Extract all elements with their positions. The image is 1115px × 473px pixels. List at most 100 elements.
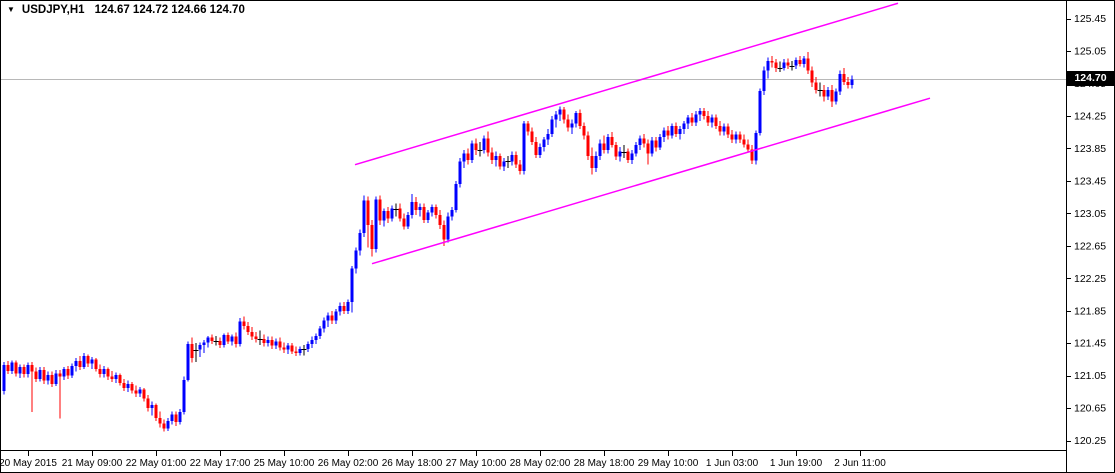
y-axis-label: 121.85 (1074, 305, 1106, 317)
candlestick-body (54, 373, 58, 384)
candlestick-body (602, 143, 606, 151)
candlestick-body (46, 374, 50, 381)
candlestick-body (530, 131, 534, 142)
candlestick-body (334, 311, 338, 321)
candlestick-body (570, 123, 574, 128)
candlestick-body (98, 369, 102, 375)
candlestick-body (386, 210, 390, 219)
candlestick-body (254, 336, 258, 340)
candlestick-body (326, 315, 330, 321)
candlestick-body (350, 268, 354, 302)
candlestick-body (702, 111, 706, 117)
candlestick-body (538, 146, 542, 155)
x-axis-label: 26 May 02:00 (318, 458, 379, 469)
candlestick-body (730, 134, 734, 140)
candlestick-body (358, 232, 362, 251)
current-price-tag: 124.70 (1067, 71, 1114, 86)
candlestick-body (190, 344, 194, 358)
chevron-down-icon: ▼ (7, 5, 15, 14)
candlestick-body (722, 126, 726, 132)
candlestick-body (814, 82, 818, 91)
candlestick-body (466, 153, 470, 160)
x-axis-label: 26 May 18:00 (382, 458, 443, 469)
candlestick-body (146, 398, 150, 409)
candlestick-body (642, 138, 646, 144)
y-axis-label: 121.05 (1074, 370, 1106, 382)
x-axis-label: 20 May 2015 (0, 458, 57, 469)
candlestick-body (462, 153, 466, 162)
candlestick-body (410, 202, 414, 216)
candlestick-body (150, 404, 154, 409)
candlestick-body (750, 149, 754, 161)
candlestick-body (18, 366, 22, 374)
candlestick-body (170, 414, 174, 422)
candlestick-body (738, 134, 742, 140)
candlestick-body (458, 161, 462, 185)
candlestick-body (618, 151, 622, 157)
candlestick-body (82, 356, 86, 367)
candlestick-body (810, 70, 814, 83)
candlestick-body (106, 369, 110, 377)
candlestick-body (586, 135, 590, 156)
candlestick-body (770, 60, 774, 63)
candlestick-body (658, 137, 662, 148)
candlestick-body (142, 389, 146, 399)
candlestick-body (354, 250, 358, 269)
candlestick-body (614, 145, 618, 157)
candlestick-body (162, 423, 166, 429)
y-axis-label: 123.45 (1074, 175, 1106, 187)
candlestick-body (694, 114, 698, 123)
candlestick-body (822, 90, 826, 97)
candlestick-body (126, 383, 130, 388)
candlestick-body (110, 376, 114, 379)
candlestick-body (426, 212, 430, 220)
candlestick-body (234, 336, 238, 345)
candlestick-body (494, 155, 498, 160)
candlestick-body (402, 218, 406, 227)
candlestick-body (238, 321, 242, 345)
candlestick-body (290, 345, 294, 352)
candlestick-body (322, 320, 326, 329)
candlestick-body (830, 90, 834, 102)
candlestick-body (78, 361, 82, 367)
candlestick-body (362, 200, 366, 233)
candlestick-body (554, 114, 558, 120)
candlestick-body (590, 155, 594, 168)
x-axis-label: 22 May 17:00 (190, 458, 251, 469)
candlestick-body (626, 151, 630, 160)
candlestick-body (482, 138, 486, 151)
candlestick-body (686, 117, 690, 124)
candlestick-body (130, 383, 134, 391)
candlestick-body (798, 60, 802, 65)
candlestick-body (710, 117, 714, 123)
channel-line-lower[interactable] (371, 97, 931, 265)
candlestick-body (102, 369, 106, 375)
y-axis-label: 125.45 (1074, 13, 1106, 25)
candlestick-body (598, 143, 602, 156)
candlestick-body (534, 141, 538, 155)
candlestick-body (206, 337, 210, 343)
candlestick-body (222, 335, 226, 345)
candlestick-body (846, 81, 850, 86)
y-axis-label: 125.05 (1074, 46, 1106, 58)
candlestick-body (714, 117, 718, 126)
candlestick-body (698, 111, 702, 115)
candlestick-body (782, 62, 786, 69)
candlestick-body (310, 339, 314, 345)
candlestick-body (14, 362, 18, 374)
candlestick-body (430, 206, 434, 213)
candlestick-body (654, 140, 658, 148)
candlestick-body (134, 390, 138, 394)
candlestick-body (378, 199, 382, 221)
candlestick-body (662, 130, 666, 138)
y-axis-label: 120.25 (1074, 435, 1106, 447)
candlestick-body (434, 206, 438, 216)
candlestick-body (470, 143, 474, 160)
candlestick-body (630, 153, 634, 160)
channel-line-upper[interactable] (354, 2, 899, 166)
candlestick-body (186, 344, 190, 380)
candlestick-body (690, 117, 694, 123)
candlestick-body (666, 130, 670, 136)
